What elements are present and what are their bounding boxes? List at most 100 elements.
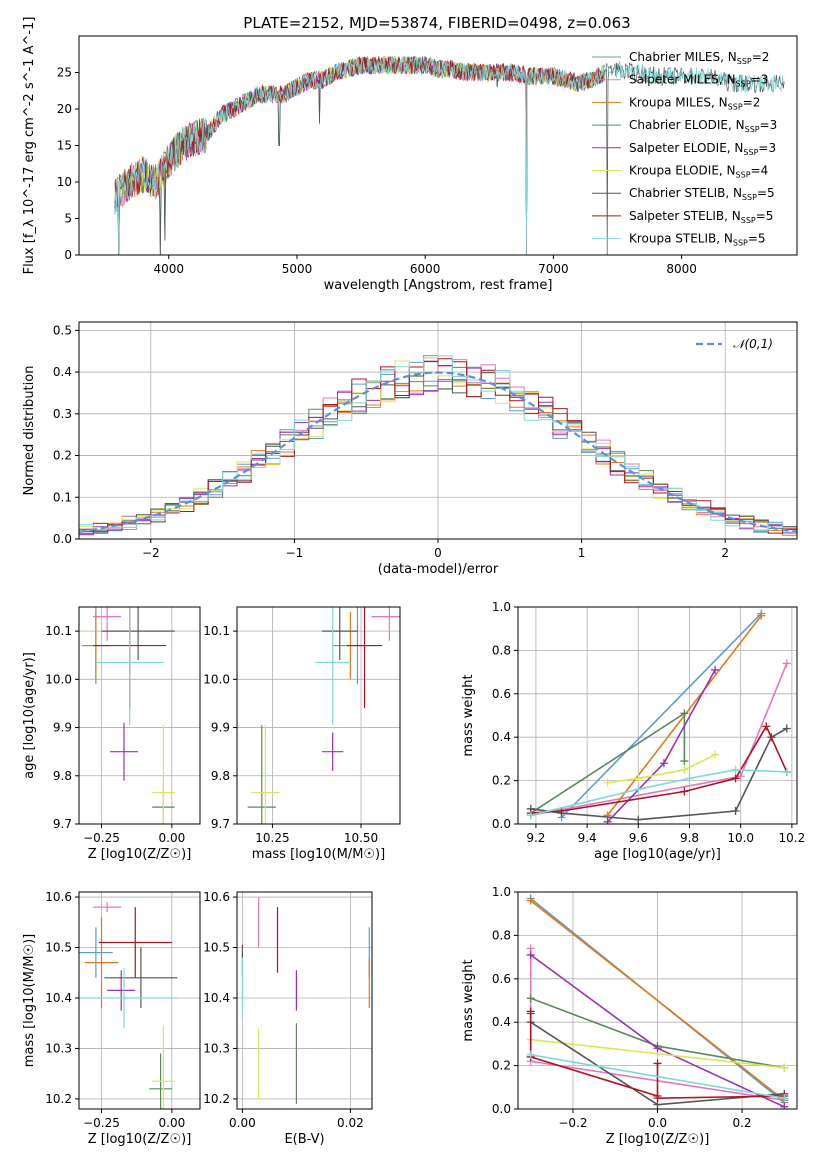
figure-title: PLATE=2152, MJD=53874, FIBERID=0498, z=0… [243, 14, 630, 32]
chart-panels: 4000 5000 6000 7000 80000510152025wavelength… [22, 17, 805, 1147]
spectrum-series-line [114, 56, 605, 255]
spectrum-series-line [114, 55, 605, 255]
y-tick-label: 0.8 [492, 643, 511, 657]
weight-point [757, 611, 766, 620]
y-tick-label: 10.2 [45, 1092, 72, 1106]
y-tick-label: 10.6 [45, 890, 72, 904]
legend-entry: Chabrier MILES, NSSP=2 [629, 50, 769, 66]
normal-curve [79, 371, 797, 533]
mass-vs-Z-errorbars [79, 902, 178, 1109]
x-tick-label: 9.4 [578, 831, 597, 845]
weight-series-line [607, 753, 716, 784]
y-tick-label: 10 [57, 175, 72, 189]
weight-point [782, 767, 791, 776]
y-tick-label: 0.0 [492, 1102, 511, 1116]
y-tick-label: 10.4 [203, 991, 230, 1005]
y-tick-label: 9.7 [211, 817, 230, 831]
mass-vs-EBV-errorbars [241, 897, 370, 1104]
weight-point [680, 787, 689, 796]
weight-point [782, 659, 791, 668]
weight-series-line [560, 612, 762, 819]
y-tick-label: 10.4 [45, 991, 72, 1005]
weight-series-line [529, 1011, 785, 1100]
weight-point [711, 665, 720, 674]
residuals-frame [78, 321, 798, 540]
weight-series-line [530, 1038, 785, 1069]
y-tick-label: 20 [57, 102, 72, 116]
weight-vs-Z-lines [526, 894, 789, 1109]
spectrum-series-line [114, 56, 605, 255]
x-tick-label: 7000 [538, 262, 569, 276]
x-tick-label: 10.2 [779, 831, 806, 845]
x-tick-label: 0.0 [648, 1116, 667, 1130]
weight-point [762, 722, 771, 731]
weight-point [526, 1050, 535, 1059]
weight-vs-age-lines [526, 609, 791, 824]
residuals-xlabel: (data-model)/error [378, 562, 499, 577]
weight-point [680, 757, 689, 766]
y-tick-label: 0.3 [53, 407, 72, 421]
mass-vs-Z-axes: −0.25 0.00 10.2 10.3 10.4 10.5 10.6 [45, 890, 200, 1130]
weight-series-line [530, 900, 785, 1101]
weight-point [634, 785, 643, 794]
residual-histogram [79, 367, 797, 536]
y-tick-label: 10.0 [45, 672, 72, 686]
x-tick-label: −0.25 [83, 1116, 120, 1130]
spectrum-series-line [114, 56, 605, 255]
weight-point [680, 765, 689, 774]
weight-series-line [530, 727, 788, 821]
y-tick-label: 15 [57, 139, 72, 153]
y-tick-label: 0.0 [492, 817, 511, 831]
spectrum-ylabel: Flux [f_λ 10^-17 erg cm^-2 s^-1 A^-1] [22, 17, 37, 275]
weight-point [780, 1063, 789, 1072]
mass-vs-EBV-frame [236, 891, 373, 1110]
spectrum-legend: Chabrier MILES, NSSP=2 Salpeter MILES, NS… [592, 50, 777, 248]
y-tick-label: 10.2 [203, 1092, 230, 1106]
legend-entry: Salpeter ELODIE, NSSP=3 [629, 141, 776, 157]
weight-point [731, 765, 740, 774]
y-tick-label: 10.1 [203, 624, 230, 638]
y-tick-label: 9.8 [211, 769, 230, 783]
weight-point [526, 950, 535, 959]
x-tick-label: −0.2 [558, 1116, 587, 1130]
y-tick-label: 10.3 [203, 1041, 230, 1055]
weight-vs-age-xlabel: age [log10(age/yr)] [594, 847, 721, 862]
residual-histograms [79, 355, 797, 536]
weight-point [780, 1094, 789, 1103]
y-tick-label: 1.0 [492, 600, 511, 614]
y-tick-label: 0.2 [53, 449, 72, 463]
spectrum-lines [114, 55, 785, 255]
spectrum-xlabel: wavelength [Angstrom, rest frame] [324, 278, 553, 293]
y-tick-label: 0.1 [53, 490, 72, 504]
weight-point [685, 774, 694, 783]
y-tick-label: 10.1 [45, 624, 72, 638]
weight-vs-Z-ylabel: mass weight [461, 959, 476, 1041]
y-tick-label: 0.4 [53, 365, 72, 379]
mass-vs-Z-ylabel: mass [log10(M/M☉)] [22, 934, 37, 1067]
weight-point [653, 1059, 662, 1068]
x-tick-label: 10.50 [344, 831, 378, 845]
age-vs-Z-axes: −0.25 0.00 9.7 9.8 9.9 10.0 10.1 [45, 607, 200, 845]
age-vs-mass-errorbars [247, 607, 400, 824]
legend-entry: Salpeter MILES, NSSP=3 [629, 73, 768, 89]
legend-entry: Kroupa ELODIE, NSSP=4 [629, 164, 768, 180]
y-tick-label: 0.2 [492, 774, 511, 788]
y-tick-label: 10.3 [45, 1041, 72, 1055]
x-tick-label: 0.00 [229, 1116, 256, 1130]
y-tick-label: 9.9 [53, 721, 72, 735]
weight-point [736, 772, 745, 781]
y-tick-label: 9.7 [53, 817, 72, 831]
weight-point [659, 759, 668, 768]
weight-point [603, 817, 612, 824]
spectrum-series-line [114, 56, 785, 255]
y-tick-label: 9.8 [53, 769, 72, 783]
residual-histogram [79, 361, 797, 532]
x-tick-label: 0.00 [159, 831, 186, 845]
y-tick-label: 0.0 [53, 532, 72, 546]
age-vs-Z-frame [78, 606, 201, 825]
weight-series-line [530, 1054, 785, 1099]
weight-point [653, 1094, 662, 1103]
age-vs-Z-ylabel: age [log10(age/yr)] [22, 652, 37, 779]
y-tick-label: 10.5 [45, 941, 72, 955]
y-tick-label: 5 [64, 212, 72, 226]
